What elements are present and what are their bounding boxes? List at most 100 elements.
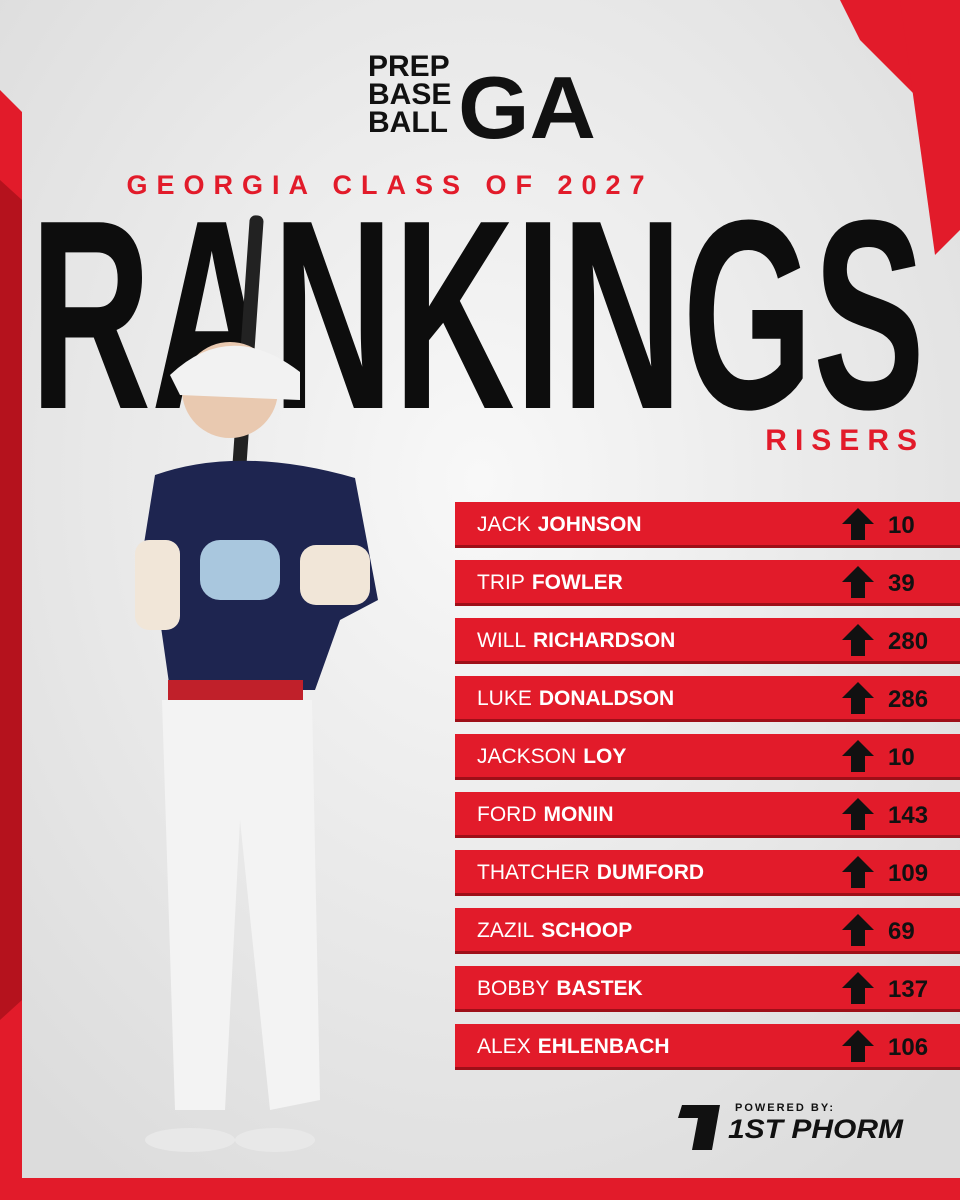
player-name: JACKSON LOY [477,745,626,768]
player-name: FORD MONIN [477,803,614,826]
sponsor: POWERED BY: 1ST PHORM [678,1102,904,1150]
row-shadow [455,545,960,548]
rise-value: 137 [888,976,928,1003]
ranking-row: WILL RICHARDSON 280 [455,618,960,664]
up-arrow [842,682,874,714]
first-name: TRIP [477,571,525,594]
first-name: LUKE [477,687,532,710]
section-label: RISERS [765,424,925,457]
row-shadow [455,835,960,838]
ranking-row: ALEX EHLENBACH 106 [455,1024,960,1070]
player-name: TRIP FOWLER [477,571,623,594]
rise-value: 109 [888,860,928,887]
row-shadow [455,603,960,606]
row-background [455,560,960,603]
last-name: LOY [583,745,626,768]
row-background [455,502,960,545]
rise-value: 143 [888,802,928,829]
row-shadow [455,893,960,896]
player-name: THATCHER DUMFORD [477,861,704,884]
first-name: FORD [477,803,537,826]
up-arrow [842,856,874,888]
ranking-row: JACK JOHNSON 10 [455,502,960,548]
ranking-row: TRIP FOWLER 39 [455,560,960,606]
ranking-row: THATCHER DUMFORD 109 [455,850,960,896]
up-arrow [842,508,874,540]
player-name: ZAZIL SCHOOP [477,919,632,942]
ranking-row: FORD MONIN 143 [455,792,960,838]
last-name: JOHNSON [538,513,642,536]
rise-value: 106 [888,1034,928,1061]
rise-value: 10 [888,512,915,539]
rise-value: 10 [888,744,915,771]
row-background [455,850,960,893]
row-background [455,734,960,777]
up-arrow [842,624,874,656]
player-name: JACK JOHNSON [477,513,642,536]
ranking-row: BOBBY BASTEK 137 [455,966,960,1012]
last-name: SCHOOP [541,919,632,942]
up-arrow [842,740,874,772]
up-arrow [842,566,874,598]
row-background [455,908,960,951]
rise-value: 286 [888,686,928,713]
rise-value: 280 [888,628,928,655]
row-shadow [455,777,960,780]
ranking-row: JACKSON LOY 10 [455,734,960,780]
logo-region: GA [458,58,596,157]
logo: PREP BASE BALL GA [368,50,596,157]
last-name: DUMFORD [597,861,704,884]
up-arrow [842,972,874,1004]
logo-line: BASE [368,78,451,111]
row-shadow [455,951,960,954]
logo-text: PREP BASE BALL [368,50,451,139]
row-shadow [455,1009,960,1012]
frame-left-shade [0,180,22,1020]
rankings-list: JACK JOHNSON 10 TRIP FOWLER 39 WILL RICHARDSON 2… [455,502,960,1070]
first-name: BOBBY [477,977,549,1000]
first-name: JACKSON [477,745,576,768]
row-background [455,676,960,719]
player-name: LUKE DONALDSON [477,687,674,710]
title: RANKINGS [30,165,925,466]
row-shadow [455,661,960,664]
last-name: FOWLER [532,571,623,594]
player-name: BOBBY BASTEK [477,977,643,1000]
row-background [455,966,960,1009]
sponsor-name: 1ST PHORM [728,1114,904,1144]
row-background [455,618,960,661]
sponsor-tagline: POWERED BY: [735,1102,835,1114]
ranking-row: ZAZIL SCHOOP 69 [455,908,960,954]
logo-line: PREP [368,50,450,83]
player-photo [135,215,378,1152]
logo-line: BALL [368,106,448,139]
first-name: ALEX [477,1035,531,1058]
frame-bottom [0,1178,960,1200]
first-name: WILL [477,629,526,652]
last-name: BASTEK [556,977,642,1000]
last-name: MONIN [544,803,614,826]
rise-value: 69 [888,918,915,945]
rise-value: 39 [888,570,915,597]
row-background [455,1024,960,1067]
up-arrow [842,914,874,946]
player-name: ALEX EHLENBACH [477,1035,670,1058]
last-name: EHLENBACH [538,1035,670,1058]
first-name: JACK [477,513,531,536]
up-arrow [842,798,874,830]
row-shadow [455,1067,960,1070]
ranking-row: LUKE DONALDSON 286 [455,676,960,722]
row-shadow [455,719,960,722]
last-name: RICHARDSON [533,629,675,652]
up-arrow [842,1030,874,1062]
player-name: WILL RICHARDSON [477,629,675,652]
last-name: DONALDSON [539,687,674,710]
frame-right-2 [900,0,960,255]
row-background [455,792,960,835]
first-name: ZAZIL [477,919,534,942]
subtitle: GEORGIA CLASS OF 2027 [126,170,653,200]
first-name: THATCHER [477,861,590,884]
